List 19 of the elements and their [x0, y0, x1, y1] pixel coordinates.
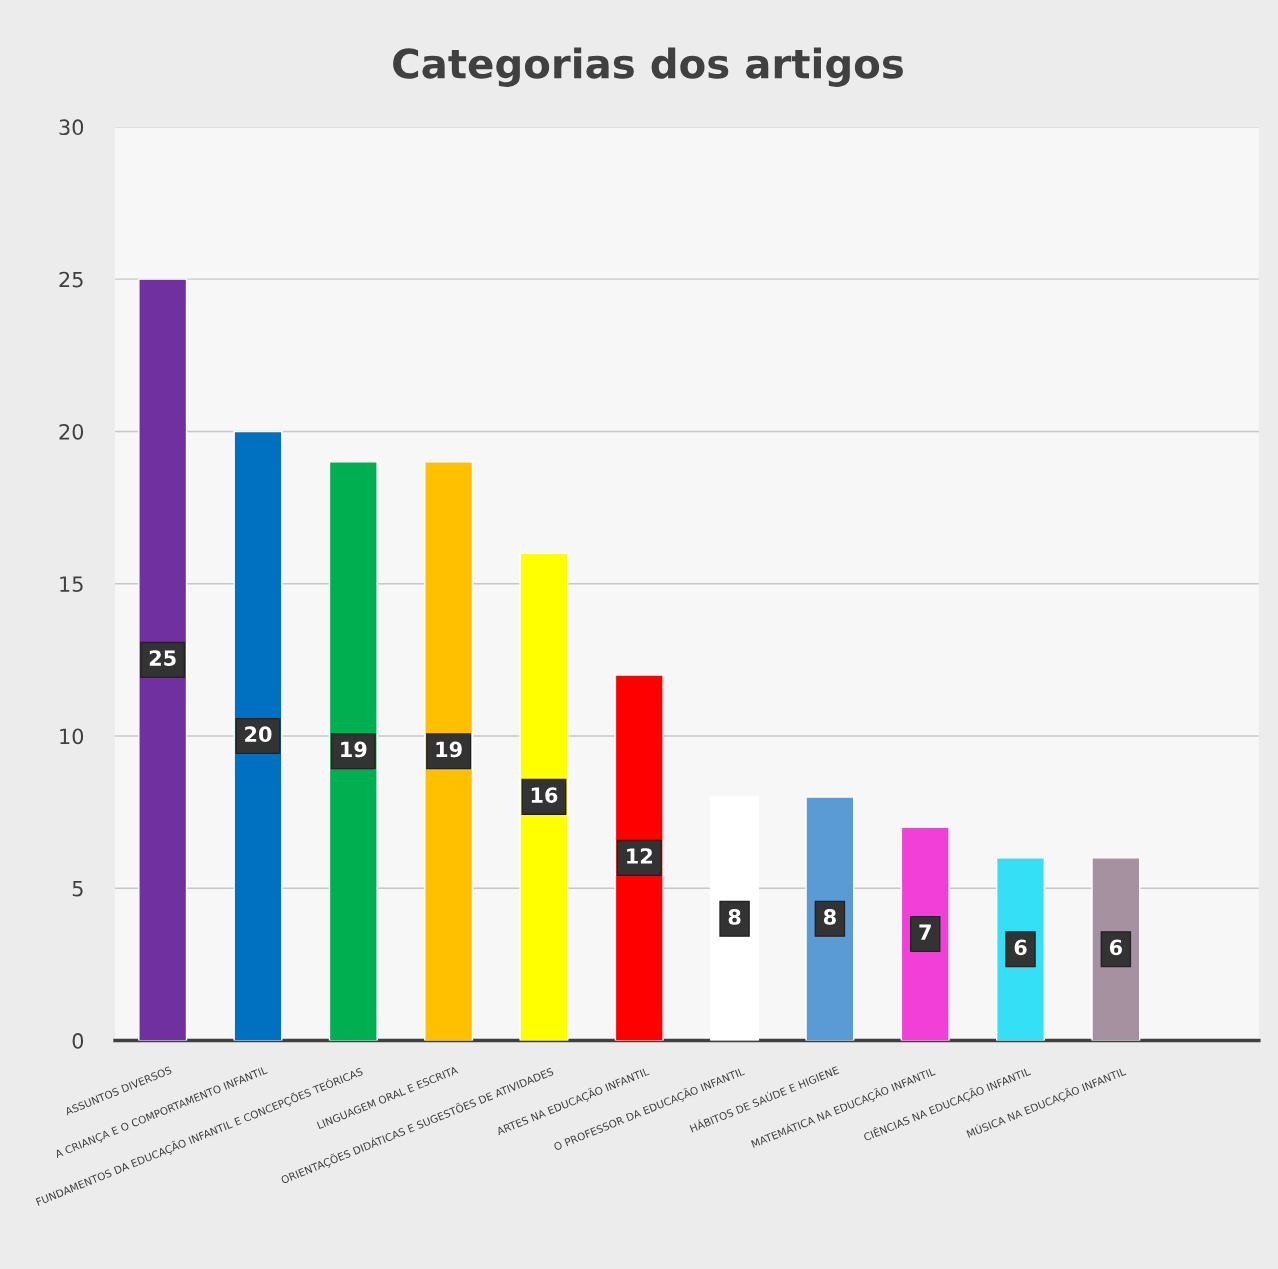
y-tick-label: 10: [60, 728, 84, 745]
y-tick-label: 30: [59, 119, 84, 136]
y-tick-label: 20: [59, 423, 84, 440]
y-tick-label: 5: [72, 881, 83, 897]
data-label: 16: [531, 787, 558, 803]
data-label: 25: [149, 650, 176, 666]
data-label: 8: [728, 909, 741, 925]
data-label: 19: [341, 741, 367, 758]
y-tick-label: 0: [72, 1033, 84, 1049]
y-tick-label: 25: [59, 271, 83, 288]
data-label: 8: [823, 909, 836, 925]
data-label: 6: [1014, 939, 1027, 956]
data-label: 20: [245, 726, 272, 743]
data-label: 12: [627, 848, 652, 864]
data-label: 7: [919, 924, 931, 940]
y-tick-label: 15: [60, 576, 83, 592]
data-label: 6: [1109, 939, 1122, 956]
data-label: 19: [436, 741, 462, 758]
chart-title: Categorias dos artigos: [393, 47, 903, 87]
